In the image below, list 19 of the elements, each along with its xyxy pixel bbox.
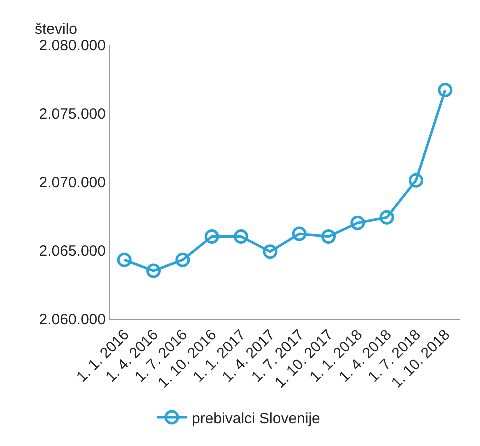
point [176, 252, 190, 268]
point [117, 252, 132, 268]
y-tick-label: 2.060.000 [39, 311, 106, 328]
point [322, 230, 336, 244]
y-axis-title: število [35, 21, 78, 38]
y-tick-label: 2.080.000 [39, 37, 106, 54]
y-tick-label: 2.065.000 [39, 242, 106, 260]
point [146, 264, 161, 278]
y-tick-label: 2.075.000 [39, 106, 106, 123]
y-tick-label: 2.070.000 [39, 174, 106, 192]
point [350, 216, 366, 230]
point [409, 173, 424, 188]
point [380, 210, 394, 225]
point [292, 226, 307, 242]
point [263, 244, 278, 260]
point [234, 230, 248, 244]
point [204, 230, 220, 244]
legend-label: prebivalci Slovenije [192, 410, 320, 428]
point [438, 82, 453, 98]
